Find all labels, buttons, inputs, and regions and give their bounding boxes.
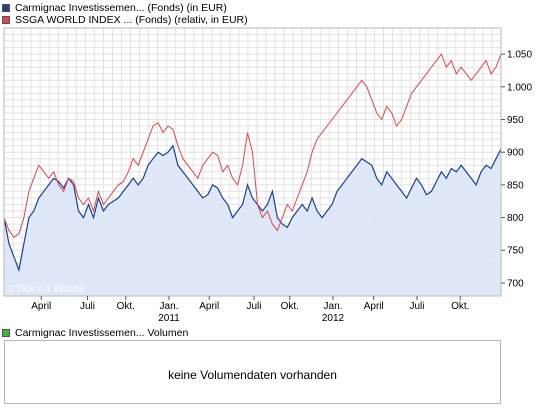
x-tick-label: April bbox=[199, 301, 219, 312]
x-tick-label: April bbox=[31, 301, 51, 312]
y-tick-label: 700 bbox=[507, 278, 524, 289]
plot-frame bbox=[3, 27, 502, 297]
legend-series-1: Carmignac Investissemen... (Fonds) (in E… bbox=[2, 2, 227, 14]
x-tick-label: Jan. bbox=[160, 301, 179, 312]
legend-series-2-label: SSGA WORLD INDEX ... (Fonds) (relativ, i… bbox=[15, 14, 248, 26]
legend-volume: Carmignac Investissemen... Volumen bbox=[2, 327, 188, 339]
legend-series-2: SSGA WORLD INDEX ... (Fonds) (relativ, i… bbox=[2, 14, 248, 26]
tick-note: 1 Tick = 1 Woche bbox=[8, 284, 85, 295]
volume-panel: keine Volumendaten vorhanden bbox=[4, 340, 501, 404]
y-tick-label: 950 bbox=[507, 115, 524, 126]
series-2-swatch bbox=[2, 16, 10, 24]
x-tick-label: Juli bbox=[409, 301, 424, 312]
x-tick-label: Juli bbox=[246, 301, 261, 312]
price-chart: 700 750 800 850 900 950 1.000 1.050 April Juli Okt… bbox=[3, 27, 532, 324]
x-tick-label: Okt. bbox=[117, 301, 135, 312]
series-1-line bbox=[3, 144, 502, 273]
x-year-label: 2012 bbox=[322, 313, 345, 324]
y-tick-label: 800 bbox=[507, 213, 524, 224]
y-tick-label: 1.050 bbox=[507, 50, 532, 61]
series-2-line bbox=[3, 53, 502, 238]
x-tick-label: Okt. bbox=[281, 301, 299, 312]
x-tick-label: Jan. bbox=[324, 301, 343, 312]
x-tick-label: Okt. bbox=[451, 301, 469, 312]
y-tick-label: 850 bbox=[507, 180, 524, 191]
x-tick-label: Juli bbox=[80, 301, 95, 312]
legend-volume-label: Carmignac Investissemen... Volumen bbox=[15, 327, 189, 339]
y-tick-label: 1.000 bbox=[507, 82, 532, 93]
x-year-label: 2011 bbox=[158, 313, 180, 324]
series-1-swatch bbox=[2, 4, 10, 12]
series-1-area bbox=[4, 145, 501, 296]
x-tick-label: April bbox=[364, 301, 384, 312]
volume-swatch bbox=[2, 329, 10, 337]
y-tick-label: 750 bbox=[507, 246, 524, 257]
legend-series-1-label: Carmignac Investissemen... (Fonds) (in E… bbox=[15, 2, 227, 14]
y-tick-label: 900 bbox=[507, 148, 524, 159]
volume-empty-message: keine Volumendaten vorhanden bbox=[168, 368, 337, 382]
axis-labels: 700 750 800 850 900 950 1.000 1.050 April Juli Okt… bbox=[31, 50, 532, 324]
